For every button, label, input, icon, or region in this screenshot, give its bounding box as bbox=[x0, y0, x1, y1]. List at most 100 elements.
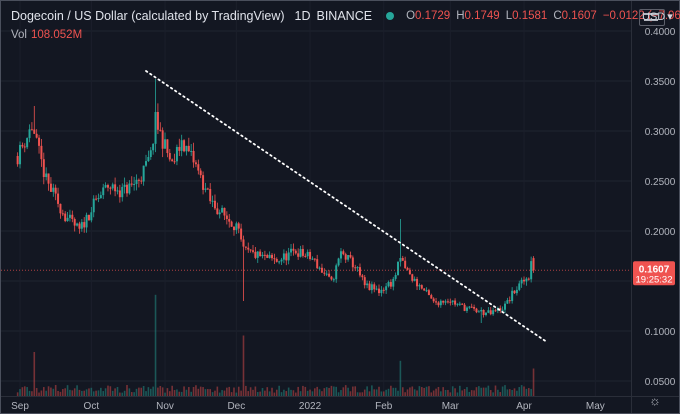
candle-body bbox=[306, 251, 309, 257]
candle-body bbox=[513, 290, 516, 294]
volume-bar bbox=[199, 386, 202, 396]
volume-bar bbox=[485, 387, 487, 396]
volume-bar bbox=[508, 389, 511, 396]
volume-bar bbox=[273, 392, 276, 396]
interval-label[interactable]: 1D bbox=[294, 9, 311, 23]
candle-body bbox=[168, 153, 171, 160]
volume-bar bbox=[456, 392, 459, 396]
currency-selector[interactable]: USD ▾ bbox=[642, 10, 673, 24]
volume-bar bbox=[449, 392, 452, 396]
volume-bar bbox=[76, 385, 78, 396]
candle-body bbox=[349, 255, 352, 258]
volume-bar bbox=[321, 391, 323, 396]
candle-body bbox=[449, 301, 452, 303]
candle-body bbox=[328, 273, 331, 277]
volume-bar bbox=[394, 387, 397, 396]
candle-body bbox=[237, 223, 240, 229]
candle-body bbox=[33, 129, 36, 134]
volume-bar bbox=[188, 387, 190, 396]
time-tick-label: Sep bbox=[11, 401, 29, 412]
candle-body bbox=[123, 184, 126, 187]
volume-bar bbox=[382, 391, 385, 396]
symbol-title[interactable]: Dogecoin / US Dollar (calculated by Trad… bbox=[11, 9, 285, 23]
gear-icon[interactable]: ☼ bbox=[649, 393, 661, 408]
last-price-value: 0.1607 bbox=[639, 264, 670, 275]
volume-bar bbox=[404, 392, 406, 396]
candle-body bbox=[285, 253, 288, 261]
candle-body bbox=[106, 185, 109, 188]
candle-body bbox=[254, 251, 257, 258]
candle-body bbox=[342, 251, 345, 255]
time-tick-label: May bbox=[586, 401, 605, 412]
candle-body bbox=[325, 273, 328, 275]
volume-bar bbox=[297, 386, 299, 396]
indicator-toggle-button[interactable] bbox=[639, 9, 665, 26]
volume-bar bbox=[523, 386, 525, 396]
candle-body bbox=[218, 212, 221, 215]
volume-bar bbox=[482, 387, 485, 396]
volume-bar bbox=[130, 392, 133, 396]
candle-body bbox=[427, 290, 430, 296]
candle-body bbox=[80, 222, 83, 229]
candle-body bbox=[197, 164, 200, 171]
candle-body bbox=[247, 247, 250, 250]
market-status-icon bbox=[386, 12, 395, 20]
volume-bar bbox=[409, 387, 411, 396]
volume-bar bbox=[399, 360, 402, 396]
volume-bar bbox=[31, 391, 33, 396]
volume-bar bbox=[366, 386, 368, 396]
volume-bar bbox=[154, 294, 157, 396]
candle-body bbox=[249, 249, 252, 251]
candle-body bbox=[392, 278, 395, 287]
candle-body bbox=[183, 140, 186, 152]
ohlc-close: C0.1607 bbox=[553, 10, 597, 22]
volume-bar bbox=[266, 387, 269, 396]
volume-bar bbox=[152, 386, 154, 396]
candle-body bbox=[378, 288, 380, 294]
volume-bar bbox=[344, 385, 347, 396]
menu-icon bbox=[644, 13, 658, 21]
candle-body bbox=[294, 250, 297, 254]
volume-bar bbox=[207, 389, 209, 396]
candle-body bbox=[130, 183, 133, 185]
price-tick-label: 0.3500 bbox=[645, 77, 676, 88]
volume-bar bbox=[218, 392, 221, 396]
volume-bar bbox=[444, 389, 447, 396]
candle-body bbox=[477, 311, 480, 313]
volume-bar bbox=[228, 386, 231, 396]
price-tick-label: 0.2000 bbox=[645, 227, 676, 238]
candle-body bbox=[425, 290, 428, 292]
candle-body bbox=[375, 288, 378, 290]
volume-bar bbox=[35, 387, 38, 396]
volume-bar bbox=[95, 390, 97, 396]
volume-bar bbox=[363, 389, 366, 396]
volume-bar bbox=[299, 391, 302, 396]
volume-bar bbox=[330, 385, 333, 396]
candle-body bbox=[506, 300, 509, 304]
candle-body bbox=[456, 303, 459, 305]
candle-body bbox=[133, 184, 136, 186]
volume-bar bbox=[107, 385, 109, 396]
volume-bar bbox=[287, 387, 290, 396]
candle-body bbox=[418, 285, 421, 287]
candle-body bbox=[320, 267, 323, 273]
candle-body bbox=[47, 173, 50, 184]
candle-body bbox=[104, 185, 107, 188]
candle-body bbox=[85, 214, 88, 228]
volume-bar bbox=[352, 386, 354, 396]
candle-body bbox=[487, 310, 490, 313]
volume-bar bbox=[240, 390, 242, 396]
candle-body bbox=[515, 289, 518, 294]
candle-body bbox=[470, 306, 473, 308]
candle-body bbox=[244, 246, 247, 248]
time-tick-label: Mar bbox=[442, 401, 460, 412]
candle-body bbox=[135, 179, 138, 185]
volume-bar bbox=[237, 386, 240, 396]
candle-body bbox=[114, 184, 117, 192]
volume-bar bbox=[390, 385, 392, 396]
volume-bar bbox=[378, 386, 380, 396]
candle-body bbox=[430, 295, 433, 299]
price-tick-label: 0.3000 bbox=[645, 127, 676, 138]
